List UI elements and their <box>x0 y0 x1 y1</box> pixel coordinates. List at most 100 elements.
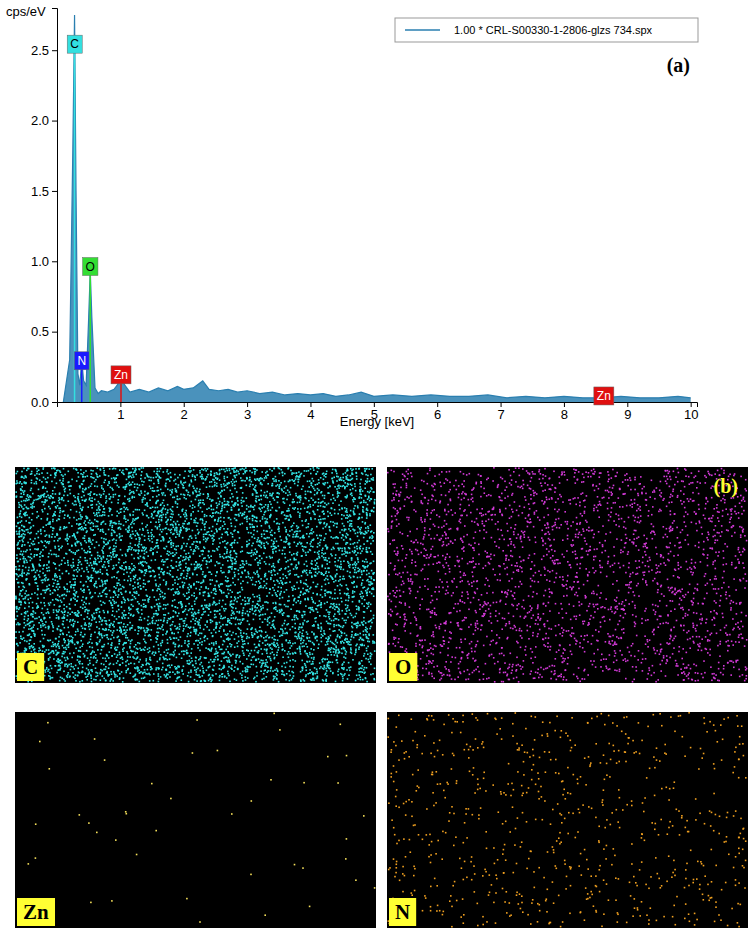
peak-label-text: Zn <box>114 368 128 382</box>
map-dot <box>64 610 66 612</box>
map-dot <box>100 653 102 655</box>
map-dot <box>77 621 79 623</box>
map-dot <box>290 494 292 496</box>
map-dot <box>354 483 356 485</box>
map-dot <box>147 532 149 534</box>
map-dot <box>171 560 173 562</box>
x-tick: 4 <box>307 402 314 422</box>
map-dot <box>325 533 327 535</box>
map-dot <box>222 541 224 543</box>
x-tick-label: 8 <box>561 407 568 422</box>
map-dot <box>116 656 118 658</box>
map-dot <box>62 573 64 575</box>
map-dot <box>120 523 122 525</box>
map-dot <box>339 593 341 595</box>
map-dot <box>228 572 230 574</box>
map-dot <box>66 606 68 608</box>
map-dot <box>115 482 117 484</box>
map-dot <box>246 521 248 523</box>
map-dot <box>317 505 319 507</box>
map-dot <box>172 545 174 547</box>
map-dot <box>218 498 220 500</box>
map-dot <box>260 666 262 668</box>
map-dot <box>86 650 88 652</box>
map-dot <box>309 504 311 506</box>
map-dot <box>267 621 269 623</box>
map-dot <box>130 524 132 526</box>
map-dot <box>190 670 192 672</box>
map-dot <box>354 616 356 618</box>
map-dot <box>205 521 207 523</box>
legend: 1.00 * CRL-S00330-1-2806-glzs 734.spx <box>395 18 698 42</box>
map-dot <box>189 495 191 497</box>
map-dot <box>95 679 97 681</box>
map-dot <box>199 625 201 627</box>
map-dot <box>105 495 107 497</box>
map-dot <box>285 667 287 669</box>
map-dot <box>254 650 256 652</box>
map-dot <box>188 552 190 554</box>
map-dot <box>352 529 354 531</box>
x-tick-label: 2 <box>181 407 188 422</box>
map-dot <box>84 601 86 603</box>
map-dot <box>227 534 229 536</box>
map-dot <box>96 541 98 543</box>
map-dot <box>204 468 206 470</box>
map-dot <box>224 523 226 525</box>
map-dot <box>48 612 50 614</box>
map-dot <box>314 551 316 553</box>
map-dot <box>368 530 370 532</box>
map-dot <box>260 606 262 608</box>
map-dot <box>162 559 164 561</box>
map-dot <box>41 472 43 474</box>
map-dot <box>83 571 85 573</box>
map-dot <box>304 508 306 510</box>
map-dot <box>97 649 99 651</box>
map-dot <box>294 615 296 617</box>
map-dot <box>351 526 353 528</box>
map-dot <box>112 489 114 491</box>
map-dot <box>224 504 226 506</box>
map-dot <box>201 478 203 480</box>
map-dot <box>75 552 77 554</box>
map-dot <box>311 560 313 562</box>
map-dot <box>290 470 292 472</box>
map-dot <box>355 572 357 574</box>
x-tick-label: 3 <box>244 407 251 422</box>
map-dot <box>252 608 254 610</box>
map-dot <box>53 609 55 611</box>
map-dot <box>209 486 211 488</box>
map-dot <box>69 636 71 638</box>
map-dot <box>214 473 216 475</box>
map-dot <box>343 642 345 644</box>
map-dot <box>266 601 268 603</box>
map-dot <box>176 561 178 563</box>
map-dot <box>32 544 34 546</box>
map-dot <box>356 627 358 629</box>
map-dot <box>282 475 284 477</box>
map-dot <box>200 680 202 682</box>
map-dot <box>240 622 242 624</box>
map-dot <box>97 555 99 557</box>
map-dot <box>220 492 222 494</box>
map-dot <box>183 543 185 545</box>
map-dot <box>312 661 314 663</box>
map-dot <box>362 592 364 594</box>
map-dot <box>75 631 77 633</box>
map-dot <box>219 609 221 611</box>
map-dot <box>93 570 95 572</box>
map-dot <box>125 637 127 639</box>
map-dot <box>181 545 183 547</box>
map-dot <box>324 593 326 595</box>
map-dot <box>157 628 159 630</box>
map-dot <box>230 490 232 492</box>
map-dot <box>122 650 124 652</box>
map-dot <box>363 645 365 647</box>
map-dot <box>318 519 320 521</box>
map-dot <box>332 607 334 609</box>
map-dot <box>259 520 261 522</box>
map-dot <box>333 548 335 550</box>
map-dot <box>364 468 366 470</box>
map-dot <box>302 666 304 668</box>
map-dot <box>179 626 181 628</box>
